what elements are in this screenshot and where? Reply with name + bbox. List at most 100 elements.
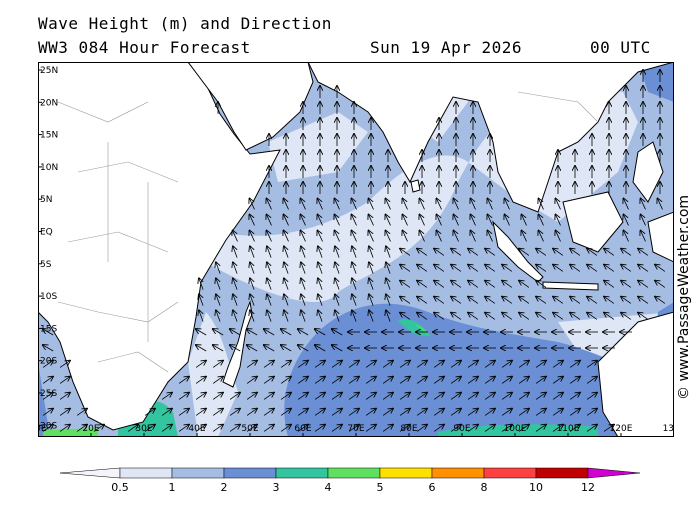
wave-direction-arrow — [335, 294, 340, 306]
wave-direction-arrow — [365, 409, 376, 416]
wave-direction-arrow — [301, 294, 306, 306]
wave-direction-arrow — [267, 231, 272, 242]
wave-direction-arrow — [42, 409, 53, 416]
wave-direction-arrow — [450, 409, 461, 416]
color-scale-legend: 0.5 1 2 3 4 5 6 8 10 12 — [60, 467, 640, 494]
wave-direction-arrow — [284, 231, 289, 242]
wave-direction-arrow — [386, 215, 391, 226]
wave-direction-arrow — [246, 409, 257, 416]
wave-direction-arrow — [382, 409, 393, 416]
wave-direction-arrow — [400, 281, 411, 288]
forecast-date: Sun 19 Apr 2026 — [370, 38, 522, 57]
wave-direction-arrow — [318, 215, 323, 226]
wave-direction-arrow — [433, 361, 444, 368]
wave-direction-arrow — [454, 231, 459, 242]
wave-direction-arrow — [451, 313, 462, 320]
wave-direction-arrow — [471, 199, 476, 210]
wave-direction-arrow — [212, 361, 223, 368]
wave-direction-arrow — [267, 199, 272, 210]
wave-direction-arrow — [246, 425, 257, 432]
wave-direction-arrow — [369, 215, 374, 226]
wave-direction-arrow — [501, 425, 512, 432]
legend-label: 10 — [529, 481, 543, 494]
wave-direction-arrow — [216, 294, 221, 306]
wave-direction-arrow — [335, 215, 340, 226]
wave-direction-arrow — [352, 231, 357, 242]
wave-direction-arrow — [501, 393, 512, 400]
wave-direction-arrow — [621, 313, 632, 320]
wave-direction-arrow — [552, 425, 563, 432]
wave-direction-arrow — [318, 246, 323, 258]
legend-label: 12 — [581, 481, 595, 494]
wave-direction-arrow — [485, 313, 496, 320]
wave-direction-arrow — [536, 281, 547, 288]
wave-direction-arrow — [586, 409, 597, 416]
wave-direction-arrow — [301, 278, 306, 290]
wave-direction-arrow — [263, 409, 274, 416]
legend-label: 1 — [169, 481, 176, 494]
wave-direction-arrow — [484, 409, 495, 416]
lat-tick-label: 15N — [40, 131, 58, 141]
wave-direction-arrow — [451, 297, 462, 304]
wave-direction-arrow — [335, 231, 340, 242]
wave-direction-arrow — [42, 377, 53, 384]
wave-direction-arrow — [216, 262, 221, 274]
wave-direction-arrow — [267, 294, 272, 306]
wave-direction-arrow — [434, 313, 445, 320]
wave-direction-arrow — [386, 294, 391, 306]
wave-direction-arrow — [586, 361, 597, 368]
wave-direction-arrow — [161, 425, 172, 432]
wave-direction-arrow — [331, 393, 342, 400]
wave-direction-arrow — [417, 297, 428, 304]
lon-tick-label: 60E — [294, 424, 311, 434]
wave-direction-arrow — [195, 409, 206, 416]
wave-direction-arrow — [553, 249, 564, 256]
wave-direction-arrow — [263, 377, 274, 384]
wave-direction-arrow — [331, 377, 342, 384]
wave-direction-arrow — [488, 199, 493, 210]
wave-direction-arrow — [213, 329, 224, 336]
wave-direction-arrow — [352, 199, 357, 210]
wave-direction-arrow — [369, 246, 374, 258]
wave-direction-arrow — [195, 393, 206, 400]
wave-direction-arrow — [552, 409, 563, 416]
wave-direction-arrow — [318, 199, 323, 210]
wave-direction-arrow — [213, 345, 224, 352]
wave-direction-arrow — [335, 278, 340, 290]
wave-direction-arrow — [641, 231, 646, 242]
wave-direction-arrow — [263, 361, 274, 368]
wave-direction-arrow — [536, 313, 547, 320]
wave-direction-arrow — [586, 393, 597, 400]
wave-direction-arrow — [178, 425, 189, 432]
wave-direction-arrow — [519, 249, 530, 256]
legend-label: 8 — [481, 481, 488, 494]
wave-direction-arrow — [518, 425, 529, 432]
lat-tick-label: 5S — [40, 260, 52, 270]
wave-direction-arrow — [263, 425, 274, 432]
wave-direction-arrow — [484, 361, 495, 368]
wave-direction-arrow — [399, 393, 410, 400]
wave-direction-arrow — [233, 262, 238, 274]
lat-tick-label: 30S — [40, 421, 57, 431]
wave-direction-arrow — [638, 249, 649, 256]
wave-direction-arrow — [161, 409, 172, 416]
wave-direction-arrow — [229, 393, 240, 400]
wave-direction-arrow — [519, 297, 530, 304]
wave-direction-arrow — [587, 265, 598, 272]
lon-tick-label: 70E — [347, 424, 364, 434]
wave-direction-arrow — [621, 249, 632, 256]
wave-direction-arrow — [484, 377, 495, 384]
lat-tick-label: 20S — [40, 357, 57, 367]
lon-tick-label: 110E — [557, 424, 580, 434]
wave-direction-arrow — [59, 377, 70, 384]
wave-direction-arrow — [250, 246, 255, 258]
wave-direction-arrow — [399, 409, 410, 416]
wave-direction-arrow — [570, 297, 581, 304]
wave-direction-arrow — [433, 409, 444, 416]
wave-direction-arrow — [247, 329, 258, 336]
wave-direction-arrow — [284, 262, 289, 274]
wave-direction-arrow — [467, 409, 478, 416]
wave-direction-arrow — [280, 409, 291, 416]
wave-direction-arrow — [434, 249, 445, 256]
wave-direction-arrow — [535, 409, 546, 416]
